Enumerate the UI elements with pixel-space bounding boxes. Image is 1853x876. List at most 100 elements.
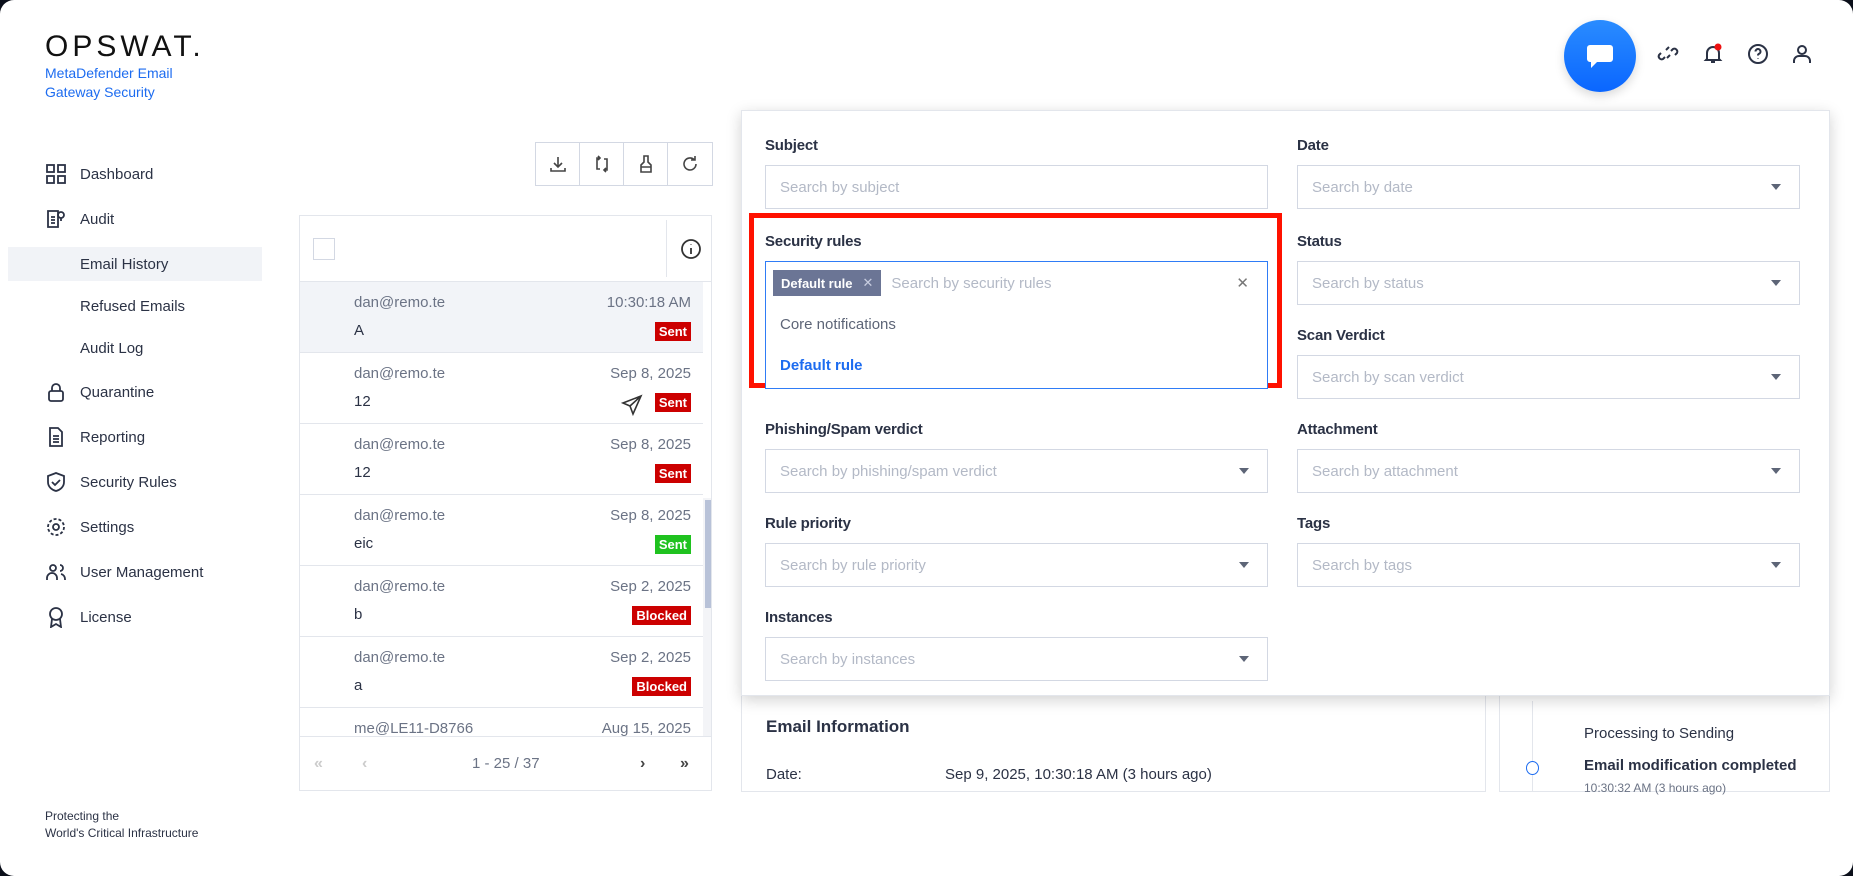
sidebar-item-email-history[interactable]: Email History (8, 247, 262, 281)
caret-down-icon (1239, 468, 1249, 474)
sidebar-item-settings[interactable]: Settings (8, 510, 262, 544)
sidebar-item-audit[interactable]: Audit (8, 202, 262, 236)
email-date: Aug 15, 2025 (601, 720, 691, 737)
email-subject: 12 (354, 464, 371, 481)
status-input[interactable]: Search by status (1297, 261, 1800, 305)
sidebar-item-audit-log[interactable]: Audit Log (8, 331, 262, 365)
email-row[interactable]: dan@remo.te Sep 2, 2025 a Blocked (300, 637, 703, 708)
security-rules-input[interactable]: Default rule ✕ Search by security rules ✕ (765, 261, 1268, 305)
email-from: dan@remo.te (354, 365, 446, 382)
opswat-logo: OPSWAT. (45, 30, 205, 63)
sidebar-item-security-rules[interactable]: Security Rules (8, 465, 262, 499)
email-row[interactable]: dan@remo.te Sep 8, 2025 eic Sent (300, 495, 703, 566)
select-all-checkbox[interactable] (313, 238, 335, 260)
phishing-label: Phishing/Spam verdict (765, 421, 923, 438)
dropdown-option[interactable]: Core notifications (780, 316, 896, 333)
sync-button[interactable] (580, 143, 624, 185)
dropdown-option-selected[interactable]: Default rule (780, 357, 863, 374)
subject-input[interactable]: Search by subject (765, 165, 1268, 209)
email-row[interactable]: dan@remo.te Sep 2, 2025 b Blocked (300, 566, 703, 637)
sidebar-item-label: Dashboard (80, 165, 154, 183)
date-input[interactable]: Search by date (1297, 165, 1800, 209)
sidebar-item-label: Email History (80, 255, 169, 273)
phishing-input[interactable]: Search by phishing/spam verdict (765, 449, 1268, 493)
email-date: Sep 2, 2025 (610, 649, 691, 666)
scrollbar-thumb[interactable] (705, 500, 711, 608)
subject-label: Subject (765, 137, 818, 154)
placeholder: Search by attachment (1312, 462, 1458, 480)
next-page-button[interactable]: › (640, 754, 646, 772)
shield-check-icon (45, 471, 67, 493)
email-list: dan@remo.te 10:30:18 AM A Sent dan@remo.te… (299, 215, 712, 791)
email-row[interactable]: dan@remo.te Sep 8, 2025 12 Sent (300, 424, 703, 495)
unlink-icon[interactable] (1656, 42, 1680, 66)
rule-priority-input[interactable]: Search by rule priority (765, 543, 1268, 587)
page-range: 1 - 25 / 37 (472, 755, 540, 772)
broom-icon (639, 155, 652, 173)
clear-icon[interactable]: ✕ (1236, 275, 1249, 292)
date-label: Date: (766, 766, 802, 783)
email-from: dan@remo.te (354, 294, 446, 311)
sidebar-item-label: User Management (80, 563, 204, 581)
caret-down-icon (1771, 468, 1781, 474)
email-rows: dan@remo.te 10:30:18 AM A Sent dan@remo.te… (300, 282, 711, 779)
placeholder: Search by rule priority (780, 556, 926, 574)
first-page-button[interactable]: « (314, 754, 323, 772)
sidebar-item-refused-emails[interactable]: Refused Emails (8, 289, 262, 323)
placeholder: Search by tags (1312, 556, 1413, 574)
info-icon[interactable] (680, 238, 702, 260)
rule-priority-label: Rule priority (765, 515, 851, 532)
email-subject: 12 (354, 393, 371, 410)
section-title: Email Information (766, 717, 910, 736)
sidebar-item-user-management[interactable]: User Management (8, 555, 262, 589)
caret-down-icon (1771, 562, 1781, 568)
last-page-button[interactable]: » (680, 754, 689, 772)
scan-verdict-input[interactable]: Search by scan verdict (1297, 355, 1800, 399)
email-subject: eic (354, 535, 374, 552)
download-button[interactable] (536, 143, 580, 185)
email-row[interactable]: dan@remo.te Sep 8, 2025 12 Sent (300, 353, 703, 424)
tags-input[interactable]: Search by tags (1297, 543, 1800, 587)
email-row[interactable]: dan@remo.te 10:30:18 AM A Sent (300, 282, 703, 353)
sync-icon (595, 155, 608, 173)
sidebar-item-quarantine[interactable]: Quarantine (8, 375, 262, 409)
date-label: Date (1297, 137, 1329, 154)
email-from: me@LE11-D8766 (354, 720, 474, 737)
bell-icon[interactable] (1701, 42, 1725, 66)
refresh-button[interactable] (668, 143, 712, 185)
chip-remove-icon[interactable]: ✕ (862, 275, 874, 290)
email-date: Sep 2, 2025 (610, 578, 691, 595)
prev-page-button[interactable]: ‹ (362, 754, 368, 772)
email-from: dan@remo.te (354, 578, 446, 595)
email-date: Sep 8, 2025 (610, 436, 691, 453)
sidebar-item-license[interactable]: License (8, 600, 262, 634)
caret-down-icon (1771, 184, 1781, 190)
caret-down-icon (1239, 656, 1249, 662)
sidebar-item-dashboard[interactable]: Dashboard (8, 157, 262, 191)
sidebar-item-label: Reporting (80, 428, 146, 446)
chat-button[interactable] (1564, 20, 1636, 92)
placeholder: Search by phishing/spam verdict (780, 462, 997, 480)
lock-icon (45, 381, 67, 403)
date-value: Sep 9, 2025, 10:30:18 AM (3 hours ago) (945, 766, 1212, 783)
status-badge: Blocked (632, 677, 691, 696)
list-scrollbar[interactable] (703, 498, 711, 788)
status-label: Status (1297, 233, 1342, 250)
instances-input[interactable]: Search by instances (765, 637, 1268, 681)
help-icon[interactable] (1746, 42, 1770, 66)
clean-button[interactable] (624, 143, 668, 185)
sidebar-item-label: Audit (80, 210, 115, 228)
chip-label: Default rule (781, 275, 853, 291)
sidebar-item-reporting[interactable]: Reporting (8, 420, 262, 454)
placeholder: Search by date (1312, 178, 1413, 196)
status-badge: Sent (654, 393, 691, 412)
divider (666, 220, 667, 277)
user-icon[interactable] (1790, 42, 1814, 66)
email-date: 10:30:18 AM (606, 294, 691, 311)
tags-label: Tags (1297, 515, 1331, 532)
attachment-input[interactable]: Search by attachment (1297, 449, 1800, 493)
security-rules-dropdown: Core notifications Default rule (765, 304, 1268, 389)
tagline-line-1: Protecting the (45, 809, 120, 823)
document-icon (45, 426, 67, 448)
chat-icon (1587, 45, 1613, 68)
